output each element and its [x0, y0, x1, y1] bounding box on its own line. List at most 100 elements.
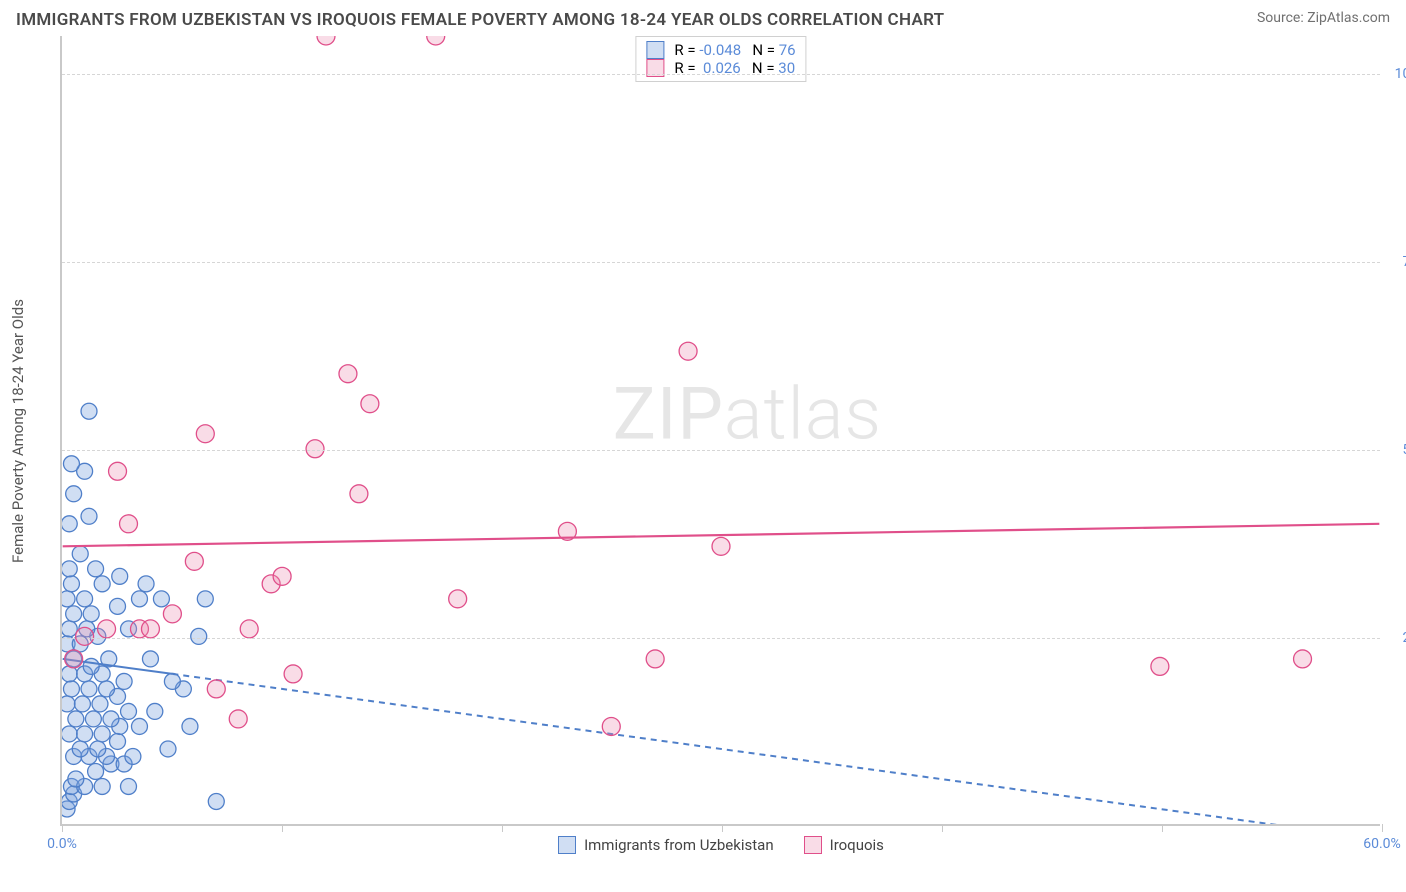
swatch-uzbekistan — [646, 41, 664, 59]
swatch-uzbekistan — [558, 836, 576, 854]
source-line: Source: ZipAtlas.com — [1257, 10, 1390, 26]
scatter-point-uzbekistan — [125, 748, 141, 764]
stats-row-uzbekistan: R = -0.048 N = 76 — [646, 41, 795, 59]
scatter-point-uzbekistan — [62, 801, 75, 817]
trend-line-uzbekistan — [63, 659, 173, 674]
scatter-point-iroquois — [120, 515, 138, 533]
scatter-point-uzbekistan — [79, 621, 95, 637]
scatter-point-iroquois — [163, 605, 181, 623]
scatter-point-iroquois — [427, 36, 445, 45]
gridline — [62, 262, 1380, 263]
scatter-point-uzbekistan — [147, 703, 163, 719]
scatter-point-iroquois — [76, 627, 94, 645]
scatter-point-uzbekistan — [110, 688, 126, 704]
scatter-point-uzbekistan — [197, 591, 213, 607]
scatter-point-uzbekistan — [90, 628, 106, 644]
scatter-point-uzbekistan — [66, 606, 82, 622]
scatter-point-iroquois — [284, 665, 302, 683]
x-tick — [1382, 824, 1383, 832]
scatter-point-uzbekistan — [83, 606, 99, 622]
scatter-point-iroquois — [65, 650, 83, 668]
scatter-point-uzbekistan — [85, 711, 101, 727]
scatter-point-uzbekistan — [68, 711, 84, 727]
source-prefix: Source: — [1257, 10, 1307, 26]
y-tick-label: 25.0% — [1385, 630, 1406, 646]
scatter-point-iroquois — [646, 650, 664, 668]
scatter-point-iroquois — [130, 620, 148, 638]
scatter-point-uzbekistan — [110, 733, 126, 749]
x-tick — [282, 824, 283, 832]
scatter-point-uzbekistan — [112, 718, 128, 734]
scatter-point-uzbekistan — [74, 696, 90, 712]
scatter-point-uzbekistan — [66, 786, 82, 802]
scatter-point-iroquois — [602, 717, 620, 735]
scatter-point-uzbekistan — [88, 763, 104, 779]
scatter-point-uzbekistan — [62, 561, 77, 577]
x-tick-label: 0.0% — [47, 836, 77, 852]
scatter-point-uzbekistan — [103, 711, 119, 727]
scatter-point-uzbekistan — [101, 651, 117, 667]
legend-item-iroquois: Iroquois — [804, 836, 884, 854]
trend-line-iroquois — [63, 524, 1380, 547]
scatter-point-uzbekistan — [94, 778, 110, 794]
scatter-point-iroquois — [558, 522, 576, 540]
scatter-point-iroquois — [196, 425, 214, 443]
scatter-point-iroquois — [207, 680, 225, 698]
scatter-point-uzbekistan — [72, 546, 88, 562]
legend-label: Immigrants from Uzbekistan — [584, 836, 774, 854]
scatter-point-uzbekistan — [66, 486, 82, 502]
scatter-point-uzbekistan — [110, 598, 126, 614]
scatter-point-uzbekistan — [112, 568, 128, 584]
x-tick — [722, 824, 723, 832]
swatch-iroquois — [804, 836, 822, 854]
legend-label: Iroquois — [830, 836, 884, 854]
scatter-point-uzbekistan — [131, 718, 147, 734]
stats-legend: R = -0.048 N = 76 R = 0.026 N = 30 — [635, 36, 806, 82]
y-tick-label: 50.0% — [1385, 442, 1406, 458]
scatter-point-uzbekistan — [94, 726, 110, 742]
scatter-point-uzbekistan — [121, 621, 137, 637]
scatter-point-uzbekistan — [62, 621, 77, 637]
scatter-point-iroquois — [185, 552, 203, 570]
scatter-point-uzbekistan — [66, 651, 82, 667]
scatter-point-iroquois — [317, 36, 335, 45]
scatter-point-iroquois — [240, 620, 258, 638]
scatter-point-uzbekistan — [88, 561, 104, 577]
scatter-point-uzbekistan — [77, 463, 93, 479]
scatter-point-iroquois — [262, 575, 280, 593]
scatter-point-uzbekistan — [164, 673, 180, 689]
chart-container: Female Poverty Among 18-24 Year Olds ZIP… — [60, 36, 1390, 826]
scatter-point-uzbekistan — [191, 628, 207, 644]
scatter-point-iroquois — [1151, 657, 1169, 675]
scatter-point-iroquois — [98, 620, 116, 638]
gridline — [62, 450, 1380, 451]
scatter-point-iroquois — [141, 620, 159, 638]
scatter-point-uzbekistan — [62, 666, 77, 682]
scatter-point-uzbekistan — [116, 673, 132, 689]
scatter-point-iroquois — [350, 485, 368, 503]
scatter-point-uzbekistan — [94, 666, 110, 682]
scatter-point-uzbekistan — [62, 591, 75, 607]
scatter-point-uzbekistan — [94, 576, 110, 592]
x-tick — [942, 824, 943, 832]
scatter-point-iroquois — [229, 710, 247, 728]
scatter-point-uzbekistan — [131, 591, 147, 607]
scatter-point-uzbekistan — [90, 741, 106, 757]
series-legend: Immigrants from Uzbekistan Iroquois — [62, 836, 1380, 854]
scatter-point-uzbekistan — [72, 741, 88, 757]
legend-item-uzbekistan: Immigrants from Uzbekistan — [558, 836, 774, 854]
scatter-point-uzbekistan — [121, 703, 137, 719]
chart-svg-layer — [62, 36, 1380, 824]
scatter-point-iroquois — [273, 567, 291, 585]
scatter-point-uzbekistan — [121, 778, 137, 794]
scatter-point-uzbekistan — [63, 456, 79, 472]
scatter-point-iroquois — [449, 590, 467, 608]
plot-area: ZIPatlas R = -0.048 N = 76 R = 0.026 N =… — [60, 36, 1380, 826]
scatter-point-uzbekistan — [208, 794, 224, 810]
scatter-point-uzbekistan — [81, 748, 97, 764]
trend-line-ext-uzbekistan — [172, 674, 1379, 824]
scatter-point-uzbekistan — [63, 576, 79, 592]
gridline — [62, 74, 1380, 75]
scatter-point-iroquois — [361, 395, 379, 413]
chart-title: IMMIGRANTS FROM UZBEKISTAN VS IROQUOIS F… — [16, 10, 944, 30]
